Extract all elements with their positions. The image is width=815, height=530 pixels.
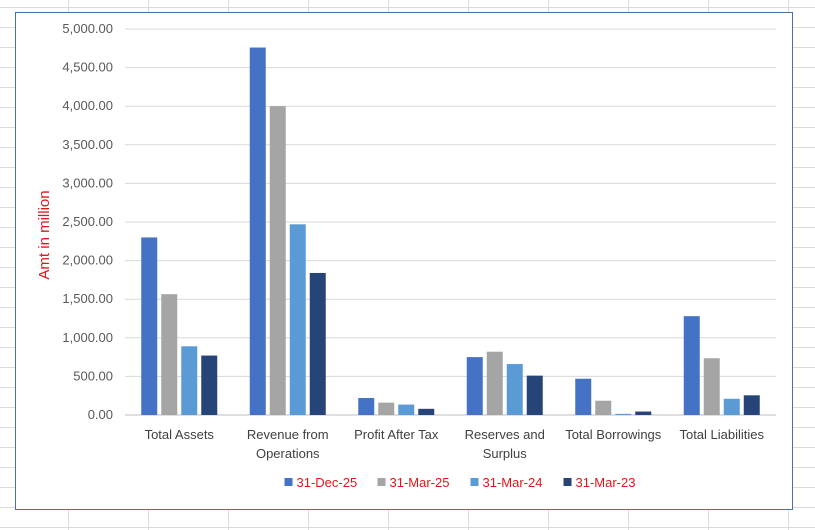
bar-31-Dec-25-3[interactable] [466, 357, 483, 415]
legend-label[interactable]: 31-Mar-23 [576, 475, 636, 490]
bar-31-Mar-24-0[interactable] [181, 346, 198, 415]
x-category-label: Total Borrowings [565, 427, 662, 442]
gridlines [125, 28, 776, 416]
x-category-label: Surplus [483, 446, 528, 461]
bar-31-Mar-23-1[interactable] [309, 272, 326, 415]
legend-label[interactable]: 31-Mar-25 [390, 475, 450, 490]
y-tick-label: 1,000.00 [62, 330, 113, 345]
bar-31-Mar-25-5[interactable] [703, 358, 720, 415]
x-category-label: Profit After Tax [354, 427, 439, 442]
bar-31-Dec-25-0[interactable] [141, 237, 158, 415]
legend-swatch [377, 478, 386, 486]
bar-31-Mar-25-1[interactable] [269, 106, 286, 415]
chart-area[interactable]: 0.00 500.00 1,000.00 1,500.00 2,000.00 2,500.… [15, 12, 793, 510]
y-tick-label: 2,000.00 [62, 253, 113, 268]
bar-31-Dec-25-4[interactable] [575, 378, 592, 415]
bar-31-Mar-23-0[interactable] [201, 355, 218, 415]
legend-label[interactable]: 31-Dec-25 [297, 475, 358, 490]
x-category-label: Operations [256, 446, 320, 461]
bar-31-Mar-25-4[interactable] [595, 400, 612, 415]
bar-31-Mar-24-2[interactable] [398, 404, 415, 415]
bar-31-Mar-24-1[interactable] [289, 224, 306, 415]
legend-swatch [563, 478, 572, 486]
y-tick-label: 3,500.00 [62, 137, 113, 152]
y-axis-ticks: 0.00 500.00 1,000.00 1,500.00 2,000.00 2,500.… [62, 21, 113, 422]
legend-swatch [470, 478, 479, 486]
bar-31-Mar-24-3[interactable] [506, 364, 523, 415]
y-tick-label: 2,500.00 [62, 214, 113, 229]
bar-31-Mar-23-2[interactable] [418, 408, 435, 415]
x-category-label: Total Liabilities [679, 427, 764, 442]
legend-label[interactable]: 31-Mar-24 [483, 475, 543, 490]
y-tick-label: 1,500.00 [62, 291, 113, 306]
y-axis-label: Amt in million [36, 190, 53, 279]
y-tick-label: 3,000.00 [62, 175, 113, 190]
bar-31-Mar-24-5[interactable] [723, 398, 740, 415]
y-tick-label: 5,000.00 [62, 21, 113, 36]
bar-31-Dec-25-5[interactable] [683, 316, 700, 415]
y-tick-label: 4,500.00 [62, 60, 113, 75]
bar-31-Mar-25-3[interactable] [486, 351, 503, 415]
y-tick-label: 4,000.00 [62, 98, 113, 113]
bar-31-Mar-25-0[interactable] [161, 294, 178, 415]
bar-chart: 0.00 500.00 1,000.00 1,500.00 2,000.00 2,500.… [36, 21, 776, 490]
legend-swatch [284, 478, 293, 486]
legend: 31-Dec-25 31-Mar-25 31-Mar-24 31-Mar-23 [284, 475, 636, 490]
x-category-label: Reserves and [465, 427, 545, 442]
bar-31-Dec-25-1[interactable] [249, 47, 266, 415]
x-category-label: Total Assets [145, 427, 215, 442]
bar-31-Mar-25-2[interactable] [378, 402, 395, 415]
bar-31-Mar-23-5[interactable] [743, 395, 760, 415]
x-axis-categories: Total Assets Revenue from Operations Profit… [145, 427, 765, 461]
y-tick-label: 500.00 [73, 368, 113, 383]
bar-31-Dec-25-2[interactable] [358, 398, 375, 415]
y-tick-label: 0.00 [88, 407, 113, 422]
bar-31-Mar-23-4[interactable] [635, 411, 652, 415]
bar-31-Mar-24-4[interactable] [615, 413, 632, 415]
bars [141, 47, 760, 415]
bar-31-Mar-23-3[interactable] [526, 375, 543, 415]
x-category-label: Revenue from [247, 427, 329, 442]
